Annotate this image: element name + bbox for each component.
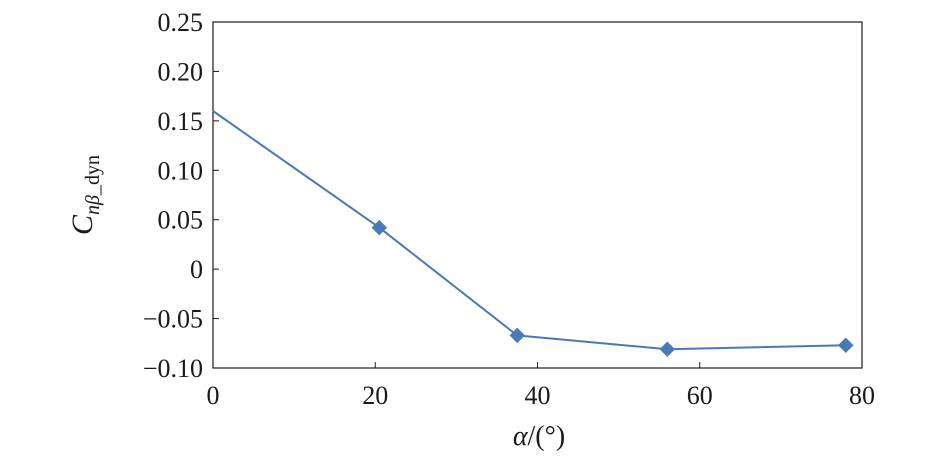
y-tick-label: 0.20 [158, 57, 204, 86]
data-point-marker [838, 337, 854, 353]
series-line [212, 110, 846, 351]
series-layer [212, 110, 854, 357]
y-tick-label: 0.25 [158, 8, 204, 37]
data-point-marker [509, 327, 525, 344]
y-tick-label: 0.10 [158, 156, 204, 185]
y-axis-label: Cnβ_dyn [66, 155, 104, 235]
x-tick-label: 0 [207, 381, 220, 410]
y-tick-label: −0.05 [143, 305, 203, 334]
y-tick-label: 0 [190, 255, 203, 284]
x-axis-ticks: 0 20 40 60 80 [207, 362, 875, 410]
x-axis-label: α/(°) [513, 421, 565, 452]
y-tick-label: 0.15 [158, 107, 204, 136]
y-tick-label: 0.05 [158, 206, 204, 235]
plot-frame [212, 21, 863, 369]
x-tick-label: 40 [525, 381, 551, 410]
y-tick-label: −0.10 [143, 354, 203, 383]
x-tick-label: 60 [687, 381, 713, 410]
data-point-marker [371, 219, 388, 236]
x-tick-label: 20 [362, 381, 388, 410]
y-axis-ticks: 0.25 0.20 0.15 0.10 0.05 0 −0.05 −0.10 [143, 8, 219, 383]
data-point-marker [659, 341, 676, 357]
x-tick-label: 80 [849, 381, 875, 410]
